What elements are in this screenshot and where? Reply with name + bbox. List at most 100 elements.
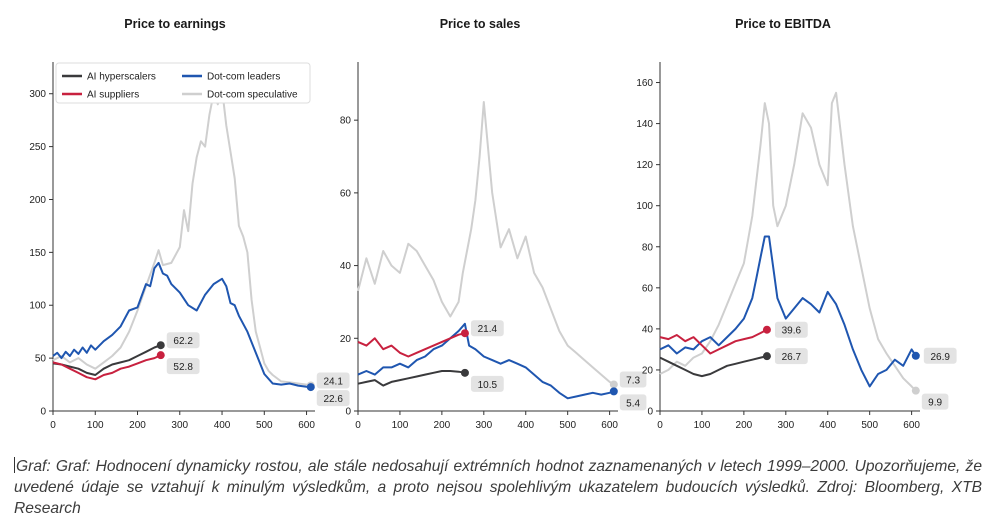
y-tick-label: 50 (35, 354, 47, 365)
series-line-ai-hyperscalers (659, 355, 768, 378)
chart-title: Price to EBITDA (735, 17, 831, 31)
x-tick-label: 600 (903, 420, 920, 431)
series-line-dot-com-leaders (659, 235, 917, 388)
end-label-dot-com-speculative: 7.3 (626, 375, 640, 386)
caption-text: Graf: Graf: Hodnocení dynamicky rostou, … (14, 458, 982, 517)
end-label-ai-hyperscalers: 62.2 (173, 336, 193, 347)
chart-panel-3: Price to EBITDA 0 20 40 60 80 100 120 140 160 0 100… (636, 17, 957, 431)
end-label-box (470, 375, 504, 392)
end-label-box (166, 332, 200, 349)
y-tick-label: 40 (642, 324, 654, 335)
x-tick-label: 0 (657, 420, 663, 431)
y-tick-label: 160 (636, 78, 653, 89)
x-tick-label: 400 (214, 420, 231, 431)
end-marker-dot-com-speculative (609, 380, 618, 389)
x-tick-label: 100 (87, 420, 104, 431)
series-line-ai-suppliers (357, 332, 466, 358)
end-marker-ai-suppliers (762, 325, 771, 334)
x-tick-label: 200 (129, 420, 146, 431)
end-label-dot-com-leaders: 5.4 (626, 398, 640, 409)
end-label-ai-hyperscalers: 26.7 (782, 352, 802, 363)
series-line-dot-com-speculative (52, 87, 312, 387)
end-marker-dot-com-leaders (609, 387, 618, 396)
x-tick-label: 400 (517, 420, 534, 431)
x-tick-label: 200 (736, 420, 753, 431)
series-line-ai-suppliers (659, 328, 768, 355)
end-marker-ai-hyperscalers (762, 352, 771, 361)
x-tick-label: 600 (601, 420, 618, 431)
chart-panel-2: Price to sales 0 20 40 60 80 0 100 200 300 400 500 6… (340, 17, 647, 431)
series-line-dot-com-leaders (357, 322, 615, 400)
y-tick-label: 100 (636, 201, 653, 212)
series-line-dot-com-leaders (52, 261, 311, 389)
end-label-dot-com-leaders: 26.9 (930, 352, 950, 363)
y-tick-label: 0 (647, 407, 653, 418)
end-label-dot-com-leaders: 22.6 (323, 394, 343, 405)
end-label-box (316, 390, 350, 407)
end-label-ai-suppliers: 39.6 (782, 326, 802, 337)
end-label-dot-com-speculative: 9.9 (928, 398, 942, 409)
legend-label-dot-com-speculative: Dot-com speculative (207, 90, 298, 101)
end-label-ai-hyperscalers: 10.5 (478, 380, 498, 391)
x-tick-label: 500 (256, 420, 273, 431)
end-label-box (470, 320, 504, 337)
y-tick-label: 80 (642, 242, 654, 253)
series-line-dot-com-speculative (659, 91, 917, 392)
end-marker-dot-com-leaders (306, 383, 315, 392)
y-tick-label: 80 (340, 116, 352, 127)
figure-caption: Graf: Graf: Hodnocení dynamicky rostou, … (14, 456, 982, 519)
y-tick-label: 200 (29, 195, 46, 206)
x-tick-label: 400 (819, 420, 836, 431)
x-tick-label: 0 (50, 420, 56, 431)
y-tick-label: 250 (29, 142, 46, 153)
x-tick-label: 200 (434, 420, 451, 431)
end-label-ai-suppliers: 21.4 (478, 324, 498, 335)
y-tick-label: 60 (642, 283, 654, 294)
y-tick-label: 20 (642, 365, 654, 376)
chart-title: Price to sales (440, 17, 521, 31)
legend-label-ai-suppliers: AI suppliers (87, 90, 139, 101)
x-tick-label: 100 (694, 420, 711, 431)
y-tick-label: 100 (29, 301, 46, 312)
end-label-box (619, 394, 647, 411)
x-tick-label: 500 (559, 420, 576, 431)
end-label-box (921, 393, 949, 410)
series-line-dot-com-speculative (357, 101, 615, 386)
y-tick-label: 150 (29, 248, 46, 259)
end-label-box (619, 371, 647, 388)
legend-label-ai-hyperscalers: AI hyperscalers (87, 72, 156, 83)
x-tick-label: 0 (355, 420, 361, 431)
end-marker-dot-com-leaders (911, 351, 920, 360)
x-tick-label: 600 (298, 420, 315, 431)
y-tick-label: 120 (636, 160, 653, 171)
end-label-box (923, 347, 957, 364)
end-label-box (316, 372, 350, 389)
y-tick-label: 0 (40, 407, 46, 418)
series-line-ai-hyperscalers (357, 370, 466, 387)
chart-title: Price to earnings (124, 17, 225, 31)
end-marker-ai-suppliers (460, 329, 469, 338)
end-label-ai-suppliers: 52.8 (173, 362, 193, 373)
x-tick-label: 300 (777, 420, 794, 431)
y-tick-label: 0 (345, 407, 351, 418)
x-tick-label: 300 (475, 420, 492, 431)
y-tick-label: 140 (636, 119, 653, 130)
text-cursor (14, 457, 15, 473)
end-label-box (166, 358, 200, 375)
y-tick-label: 20 (340, 334, 352, 345)
x-tick-label: 100 (392, 420, 409, 431)
end-label-box (774, 321, 808, 338)
legend-frame (55, 62, 311, 104)
end-label-box (774, 348, 808, 365)
end-label-dot-com-speculative: 24.1 (323, 377, 343, 388)
chart-legend: AI hyperscalers AI suppliers Dot-com leade… (55, 62, 311, 104)
end-marker-dot-com-speculative (911, 386, 920, 395)
end-marker-ai-hyperscalers (460, 368, 469, 377)
x-tick-label: 300 (171, 420, 188, 431)
y-tick-label: 60 (340, 188, 352, 199)
legend-label-dot-com-leaders: Dot-com leaders (207, 72, 280, 83)
series-line-ai-hyperscalers (52, 344, 162, 376)
end-marker-ai-hyperscalers (156, 341, 165, 350)
